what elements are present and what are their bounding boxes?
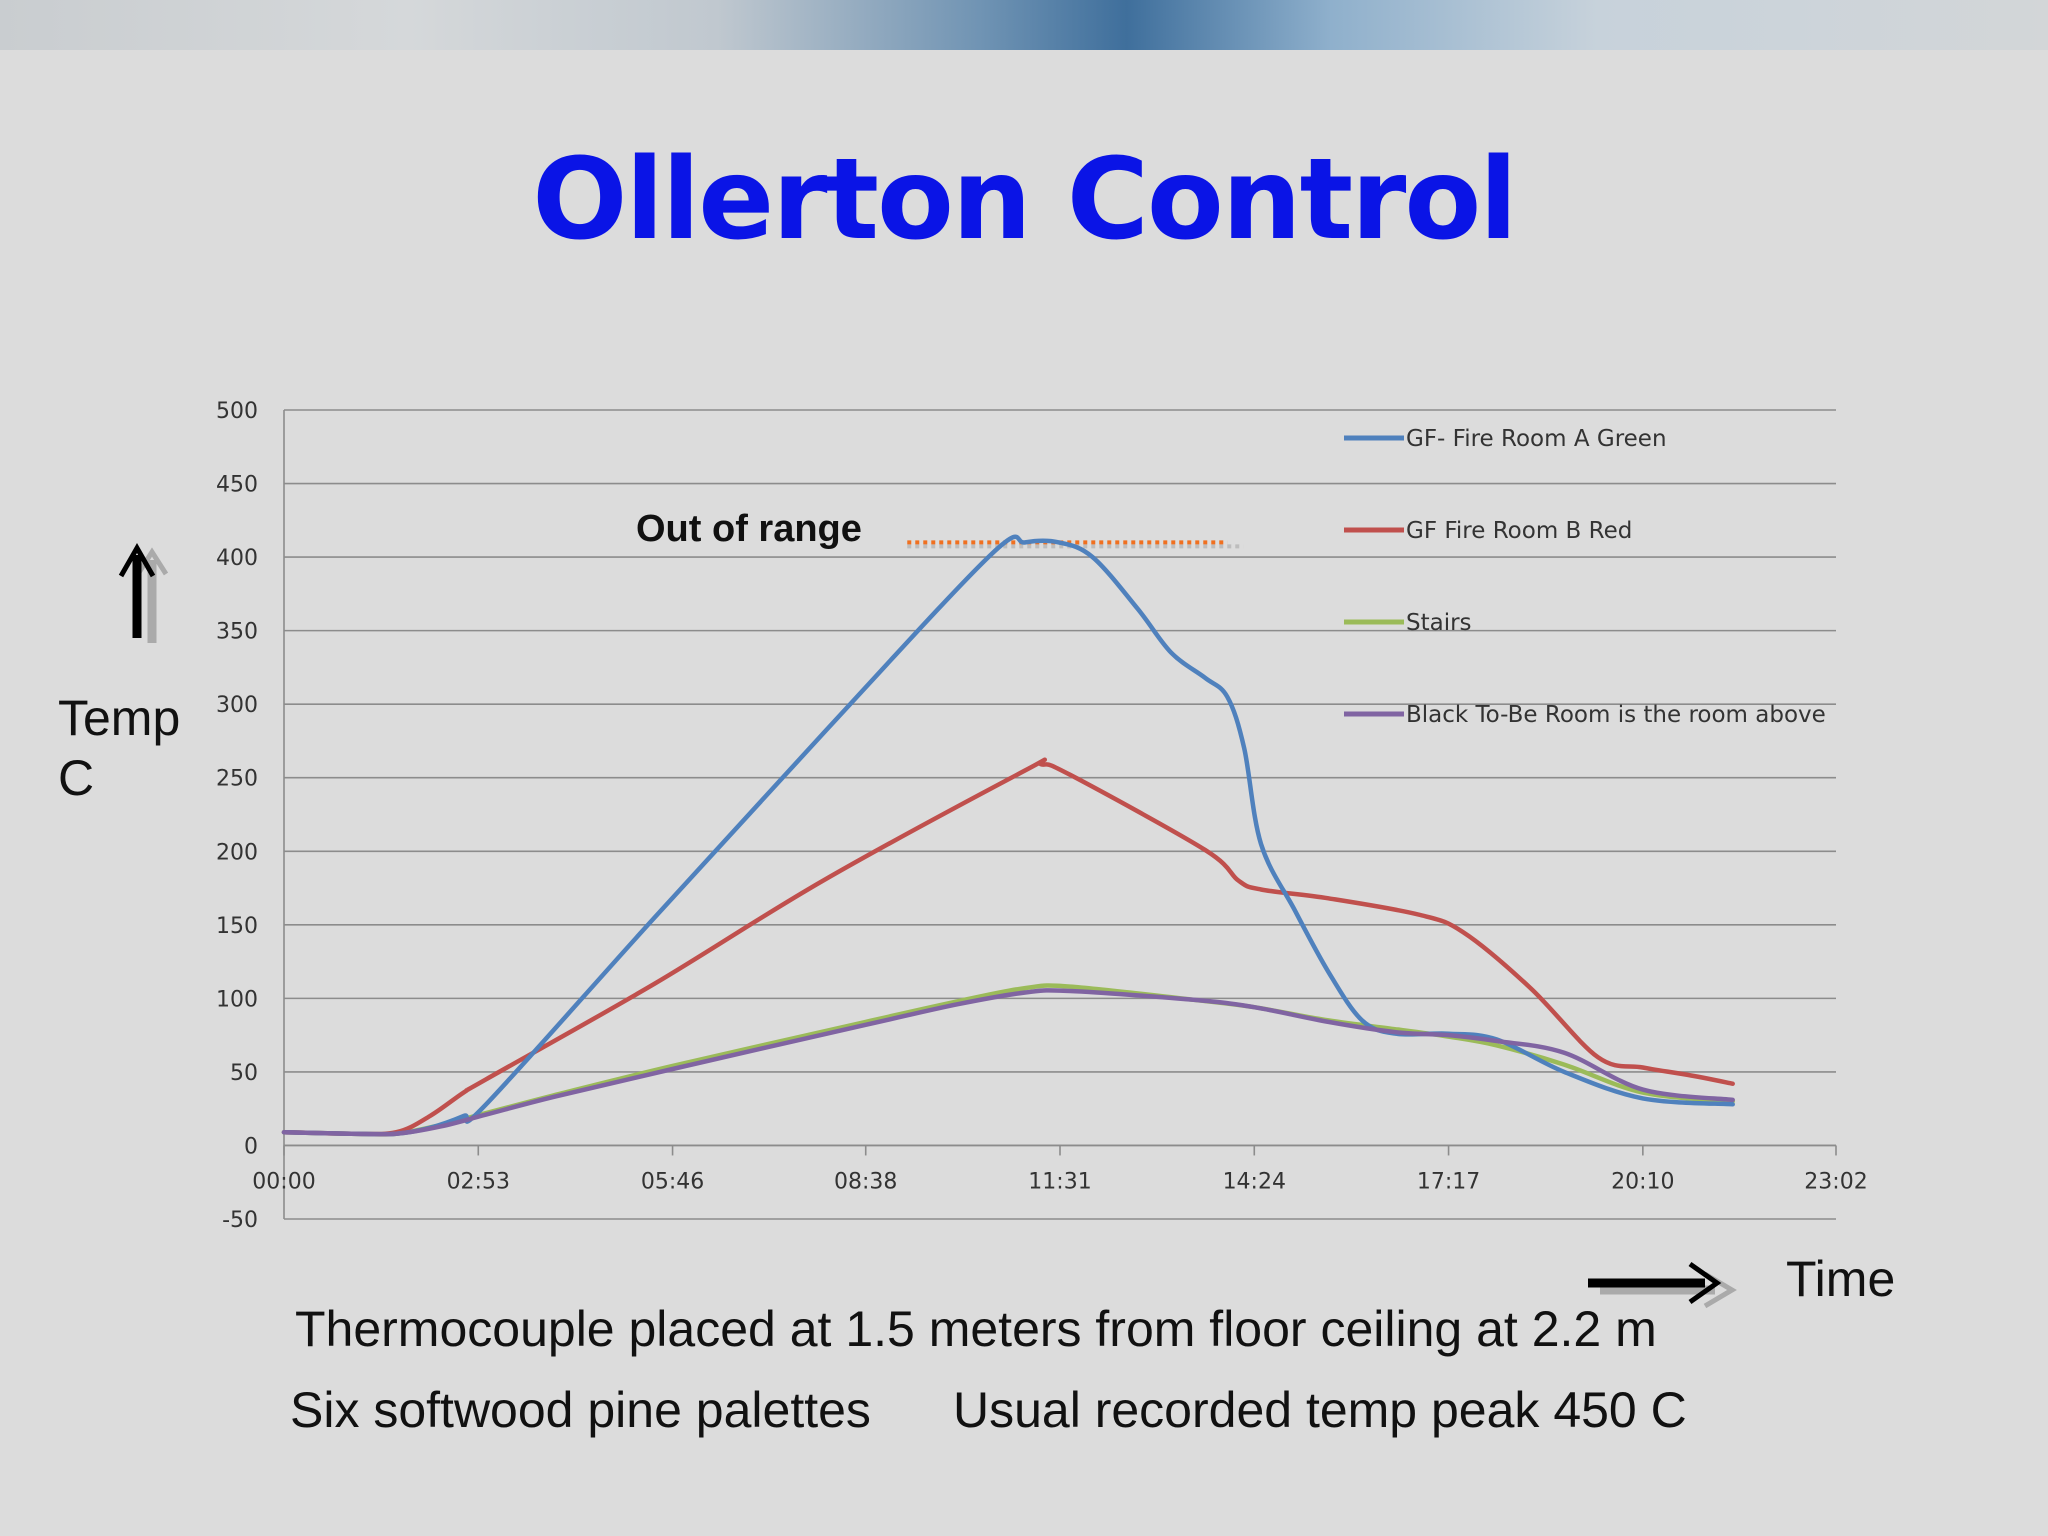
y-axis-title: Temp C [58, 688, 180, 808]
x-tick-label: 14:24 [1223, 1169, 1286, 1194]
y-tick-label: 500 [216, 399, 258, 424]
header-banner-image [0, 0, 2048, 50]
legend-label: GF- Fire Room A Green [1406, 426, 1667, 452]
y-tick-label: 150 [216, 914, 258, 939]
caption-peak-temp: Usual recorded temp peak 450 C [953, 1382, 1687, 1438]
x-tick-label: 08:38 [834, 1169, 897, 1194]
x-tick-label: 02:53 [447, 1169, 510, 1194]
y-tick-label: 100 [216, 987, 258, 1012]
caption-thermocouple: Thermocouple placed at 1.5 meters from f… [295, 1301, 1657, 1357]
x-tick-label: 17:17 [1417, 1169, 1480, 1194]
y-tick-label: 450 [216, 473, 258, 498]
series-line-3 [281, 988, 1735, 1137]
x-tick-label: 05:46 [641, 1169, 704, 1194]
y-tick-label: -50 [222, 1208, 258, 1233]
up-arrow-icon [118, 542, 169, 643]
legend-label: Black To-Be Room is the room above [1406, 702, 1826, 728]
y-tick-label: 0 [244, 1134, 258, 1159]
legend-label: Stairs [1406, 610, 1472, 636]
out-of-range-label: Out of range [636, 508, 862, 550]
y-axis-title-line1: Temp [58, 690, 181, 746]
x-axis-title: Time [1786, 1251, 1896, 1307]
x-tick-label: 23:02 [1804, 1169, 1867, 1194]
right-arrow-icon [1588, 1261, 1737, 1309]
legend-label: GF Fire Room B Red [1406, 518, 1632, 544]
y-tick-label: 50 [230, 1061, 258, 1086]
y-tick-label: 350 [216, 620, 258, 645]
slide-title: Ollerton Control [532, 135, 1517, 265]
caption-pallets: Six softwood pine palettes [290, 1382, 871, 1438]
y-tick-label: 400 [216, 546, 258, 571]
y-tick-label: 300 [216, 693, 258, 718]
x-tick-label: 00:00 [252, 1169, 315, 1194]
y-axis-title-line2: C [58, 750, 95, 806]
x-tick-label: 20:10 [1611, 1169, 1674, 1194]
y-tick-label: 200 [216, 840, 258, 865]
x-tick-label: 11:31 [1028, 1169, 1091, 1194]
series-line-1 [281, 757, 1735, 1137]
y-tick-label: 250 [216, 767, 258, 792]
